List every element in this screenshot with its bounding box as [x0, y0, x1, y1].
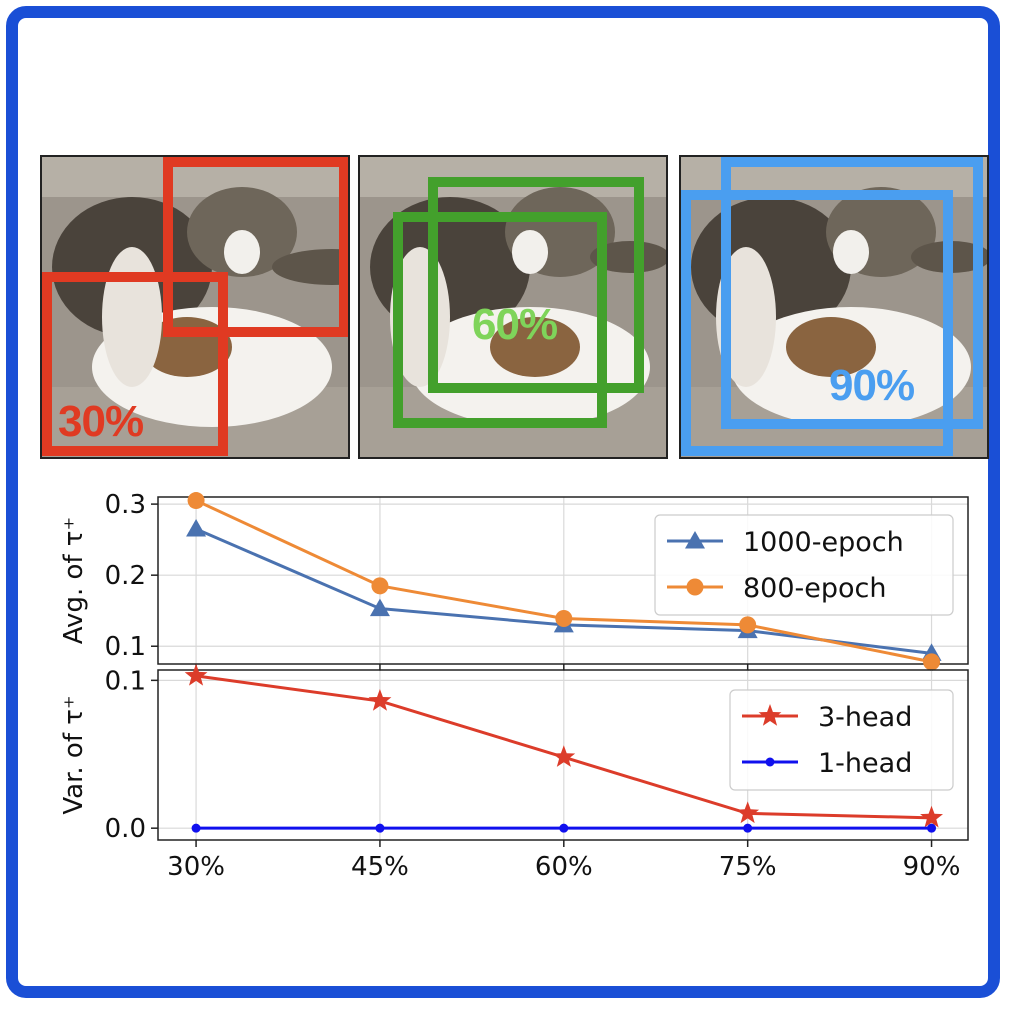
crop-box [163, 157, 348, 337]
y-tick-label: 0.0 [105, 814, 146, 844]
legend-label: 3-head [818, 702, 912, 733]
y-axis-label: Avg. of τ⁺ [59, 517, 89, 644]
legend-label: 800-epoch [743, 573, 887, 604]
crop-boxes [393, 177, 644, 428]
y-tick-label: 0.3 [105, 490, 146, 520]
crop-box [393, 212, 607, 428]
x-tick-label: 30% [167, 852, 225, 882]
data-point [559, 823, 569, 833]
legend-label: 1000-epoch [743, 527, 904, 558]
crop-label: 30% [58, 397, 144, 446]
plot-frame [157, 669, 969, 841]
crop-label: 60% [472, 300, 558, 349]
data-point [369, 598, 390, 617]
x-tick-label: 45% [351, 852, 409, 882]
legend-box [654, 514, 954, 616]
crop-box [42, 272, 228, 456]
data-point [555, 610, 573, 628]
crop-boxes [681, 157, 983, 456]
data-point [927, 823, 937, 833]
data-point [187, 492, 205, 510]
data-point [186, 518, 207, 537]
data-point [375, 823, 385, 833]
data-point [368, 689, 392, 711]
crop-panel-90: 90% [679, 155, 989, 459]
crop-label: 90% [829, 361, 915, 410]
y-tick-label: 0.1 [105, 666, 146, 696]
data-point [920, 805, 943, 828]
legend-swatch-marker [758, 704, 782, 726]
data-point [736, 801, 760, 824]
data-point [552, 745, 576, 767]
y-axis-label: Var. of τ⁺ [59, 695, 89, 814]
plot-frame [157, 496, 969, 665]
data-point [191, 823, 201, 833]
crop-box [681, 190, 953, 456]
data-point [923, 653, 941, 671]
crop-boxes [42, 157, 348, 456]
data-point [743, 823, 753, 833]
x-tick-label: 60% [535, 852, 593, 882]
x-tick-label: 75% [719, 852, 777, 882]
legend-swatch-marker [686, 578, 704, 596]
crop-panel-30: 30% [40, 155, 350, 459]
data-point [184, 663, 208, 686]
crop-box [721, 157, 983, 429]
crop-box [428, 177, 644, 393]
data-point [371, 577, 389, 595]
legend-swatch-marker [685, 531, 705, 549]
y-tick-label: 0.1 [105, 632, 146, 662]
legend-label: 1-head [818, 748, 912, 779]
data-point [739, 616, 757, 634]
legend-swatch-marker [765, 757, 775, 767]
y-tick-label: 0.2 [105, 561, 146, 591]
crop-panel-60: 60% [358, 155, 668, 459]
x-tick-label: 90% [903, 852, 961, 882]
